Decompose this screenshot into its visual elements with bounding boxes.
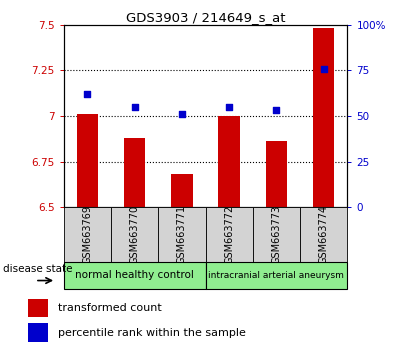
Text: GSM663771: GSM663771 — [177, 205, 187, 264]
Title: GDS3903 / 214649_s_at: GDS3903 / 214649_s_at — [126, 11, 285, 24]
Text: intracranial arterial aneurysm: intracranial arterial aneurysm — [208, 271, 344, 280]
Point — [226, 104, 233, 110]
Bar — [253, 207, 300, 262]
Text: GSM663772: GSM663772 — [224, 205, 234, 264]
Text: GSM663769: GSM663769 — [82, 205, 92, 264]
Bar — [300, 207, 347, 262]
Bar — [206, 262, 347, 289]
Text: percentile rank within the sample: percentile rank within the sample — [58, 328, 245, 338]
Point — [321, 66, 327, 72]
Point — [84, 91, 90, 97]
Bar — [28, 298, 48, 318]
Bar — [64, 262, 206, 289]
Bar — [158, 207, 206, 262]
Bar — [111, 207, 158, 262]
Bar — [77, 114, 98, 207]
Bar — [171, 174, 192, 207]
Text: GSM663773: GSM663773 — [271, 205, 282, 264]
Bar — [124, 138, 145, 207]
Text: normal healthy control: normal healthy control — [75, 270, 194, 280]
Point — [132, 104, 138, 110]
Bar — [28, 323, 48, 342]
Text: GSM663774: GSM663774 — [319, 205, 329, 264]
Bar — [266, 142, 287, 207]
Bar — [64, 207, 111, 262]
Text: GSM663770: GSM663770 — [129, 205, 140, 264]
Text: disease state: disease state — [3, 264, 73, 274]
Point — [273, 108, 279, 113]
Bar — [219, 116, 240, 207]
Point — [178, 111, 185, 117]
Bar — [206, 207, 253, 262]
Text: transformed count: transformed count — [58, 303, 161, 313]
Bar — [313, 28, 334, 207]
